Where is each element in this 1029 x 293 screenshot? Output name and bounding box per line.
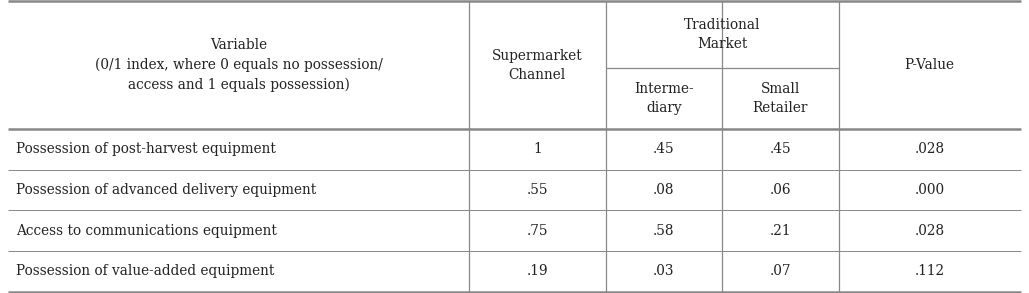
Text: Variable
(0/1 index, where 0 equals no possession/
access and 1 equals possessio: Variable (0/1 index, where 0 equals no p… <box>95 38 383 92</box>
Text: Supermarket
Channel: Supermarket Channel <box>492 49 582 82</box>
Text: .45: .45 <box>653 142 675 156</box>
Text: .000: .000 <box>915 183 945 197</box>
Text: .112: .112 <box>915 264 945 278</box>
Text: 1: 1 <box>533 142 541 156</box>
Text: Access to communications equipment: Access to communications equipment <box>16 224 278 238</box>
Text: .07: .07 <box>770 264 791 278</box>
Text: .08: .08 <box>653 183 675 197</box>
Text: Possession of advanced delivery equipment: Possession of advanced delivery equipmen… <box>16 183 317 197</box>
Text: Possession of value-added equipment: Possession of value-added equipment <box>16 264 275 278</box>
Text: .21: .21 <box>770 224 791 238</box>
Text: Traditional
Market: Traditional Market <box>684 18 760 51</box>
Text: Interme-
diary: Interme- diary <box>634 82 694 115</box>
Text: .75: .75 <box>527 224 548 238</box>
Text: Possession of post-harvest equipment: Possession of post-harvest equipment <box>16 142 277 156</box>
Text: .03: .03 <box>653 264 675 278</box>
Text: .58: .58 <box>653 224 675 238</box>
Text: P-Value: P-Value <box>904 58 955 72</box>
Text: .55: .55 <box>527 183 548 197</box>
Text: .19: .19 <box>527 264 548 278</box>
Text: .45: .45 <box>770 142 791 156</box>
Text: Small
Retailer: Small Retailer <box>752 82 808 115</box>
Text: .028: .028 <box>915 142 945 156</box>
Text: .06: .06 <box>770 183 791 197</box>
Text: .028: .028 <box>915 224 945 238</box>
